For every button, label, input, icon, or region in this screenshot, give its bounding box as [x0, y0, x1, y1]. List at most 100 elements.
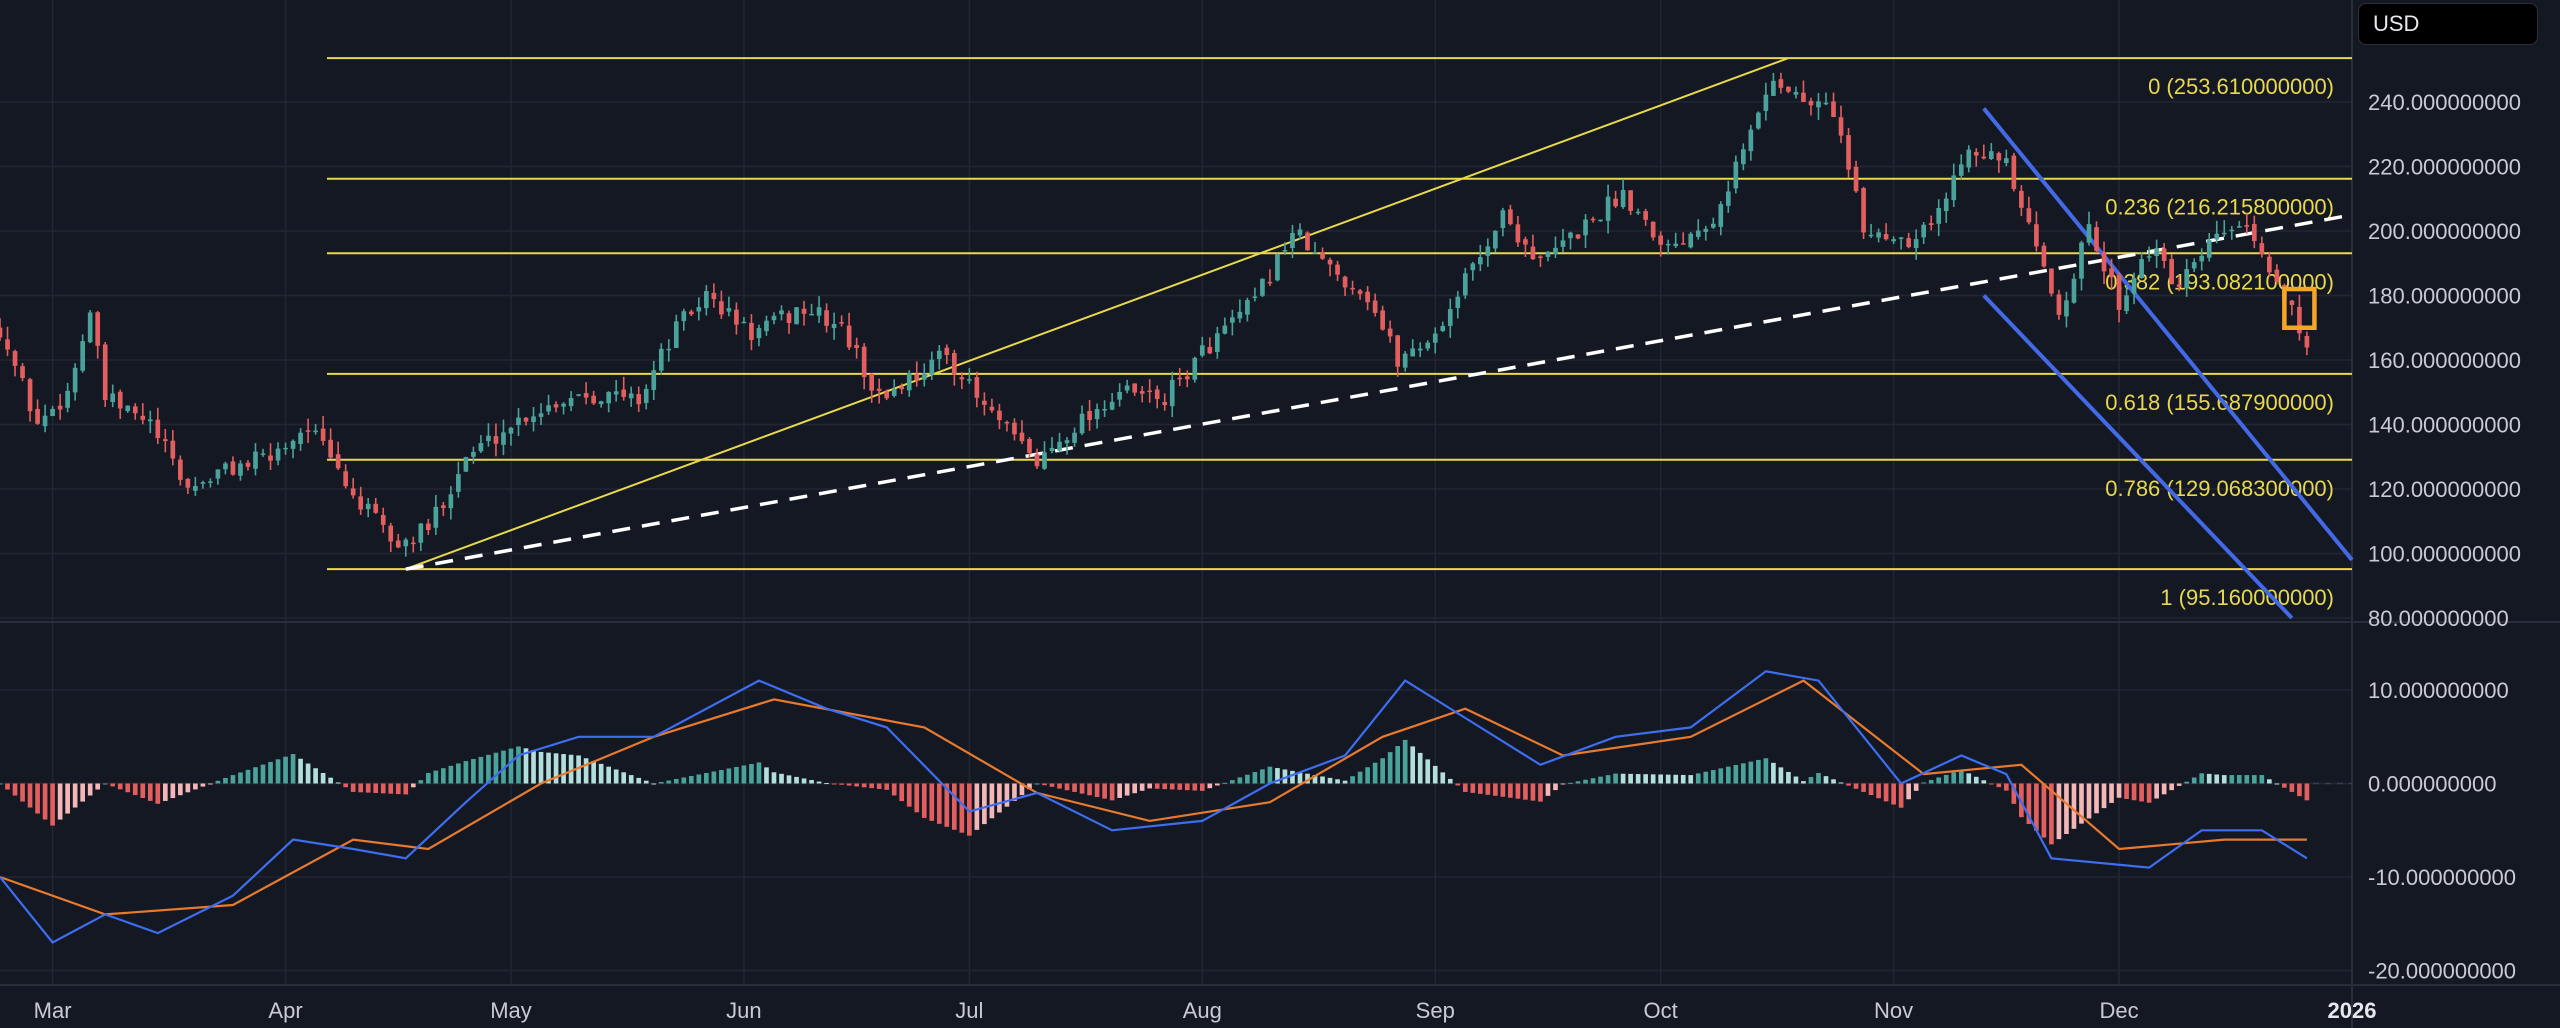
histogram-bar	[538, 751, 544, 784]
price-axis[interactable]: 80.000000000 100.000000000 120.000000000 14…	[2368, 90, 2521, 631]
candle-body	[441, 505, 446, 508]
candle-body	[2154, 248, 2159, 257]
candle-body	[1553, 247, 1558, 254]
histogram-bar	[1207, 783, 1213, 789]
histogram-bar	[936, 783, 942, 824]
candle-body	[1861, 188, 1866, 233]
histogram-bar	[1139, 783, 1145, 791]
histogram-bar	[914, 783, 920, 813]
candle-body	[2214, 233, 2220, 240]
candle-body	[2169, 259, 2174, 285]
candle-body	[1380, 310, 1385, 330]
time-tick-label: Jun	[726, 998, 761, 1023]
histogram-bar	[1891, 783, 1896, 805]
histogram-bar	[1786, 771, 1791, 784]
histogram-bar	[1515, 783, 1521, 799]
histogram-bar	[238, 772, 243, 784]
histogram-bar	[1462, 783, 1468, 792]
histogram-bar	[1290, 770, 1295, 784]
histogram-bar	[1447, 778, 1453, 784]
candle-body	[1560, 240, 1566, 247]
histogram-bar	[688, 775, 694, 784]
histogram-bar	[2259, 775, 2265, 784]
candle-body	[786, 313, 792, 324]
time-tick-label: Nov	[1874, 998, 1913, 1023]
candle-body	[726, 308, 732, 312]
histogram-bar	[2229, 775, 2235, 784]
candle-body	[1327, 259, 1333, 265]
histogram-bar	[2267, 779, 2272, 784]
fib-label-0.618: 0.618 (155.687900000)	[2105, 390, 2334, 415]
candle-body	[87, 312, 93, 343]
histogram-bar	[380, 783, 386, 794]
candle-body	[1087, 411, 1092, 420]
histogram-bar	[1853, 783, 1859, 789]
histogram-bar	[1087, 783, 1092, 796]
candle-body	[328, 439, 333, 458]
time-axis[interactable]: Mar Apr May Jun Jul Aug Sep Oct Nov Dec 2026	[34, 998, 2377, 1023]
candle-body	[2011, 155, 2017, 190]
histogram-bar	[5, 783, 10, 790]
histogram-bar	[2161, 783, 2167, 795]
histogram-bar	[1793, 776, 1799, 784]
histogram-bar	[1553, 783, 1558, 791]
candle-body	[831, 323, 837, 329]
macd-axis[interactable]: 10.000000000 0.000000000 -10.000000000 -20.…	[2368, 678, 2516, 984]
candle-body	[2274, 269, 2280, 282]
macd-histogram	[0, 739, 2352, 845]
histogram-bar	[1102, 783, 1107, 799]
histogram-bar	[2086, 783, 2092, 819]
histogram-bar	[704, 772, 709, 784]
candle-body	[2049, 268, 2054, 294]
candle-body	[546, 405, 551, 412]
histogram-bar	[298, 758, 303, 784]
candle-body	[899, 386, 905, 390]
candle-body	[373, 503, 379, 513]
candle-body	[846, 325, 852, 348]
candle-body	[508, 427, 514, 434]
candle-body	[1658, 235, 1664, 245]
histogram-bar	[1725, 766, 1731, 784]
histogram-bar	[320, 772, 326, 784]
histogram-bar	[343, 783, 348, 788]
candle-body	[2244, 225, 2250, 227]
histogram-bar	[313, 768, 318, 784]
candle-body	[749, 322, 754, 340]
candle-body	[568, 397, 574, 407]
histogram-bar	[576, 755, 581, 784]
candle-body	[1590, 218, 1596, 221]
histogram-bar	[1267, 766, 1273, 784]
candle-body	[1493, 230, 1498, 249]
candle-body	[711, 292, 717, 300]
histogram-bar	[132, 783, 138, 796]
histogram-bar	[508, 748, 514, 784]
descending-channel[interactable]	[1982, 107, 2354, 620]
candle-body	[816, 307, 822, 316]
histogram-bar	[2297, 783, 2302, 797]
histogram-bar	[906, 783, 912, 807]
currency-selector[interactable]: USD	[2358, 3, 2538, 45]
histogram-bar	[1996, 783, 2002, 788]
candle-body	[1199, 345, 1205, 356]
histogram-bar	[1710, 770, 1716, 784]
histogram-bar	[1778, 767, 1784, 784]
histogram-bar	[2079, 783, 2084, 824]
candle-body	[1665, 243, 1671, 246]
histogram-bar	[839, 783, 844, 785]
histogram-bar	[2199, 773, 2205, 784]
histogram-bar	[516, 746, 521, 784]
candle-body	[1793, 91, 1799, 95]
orange-highlight-square[interactable]	[2282, 286, 2317, 330]
histogram-bar	[365, 783, 371, 793]
highlight-box[interactable]	[2282, 286, 2317, 330]
price-tick-label: 240.000000000	[2368, 90, 2521, 115]
histogram-bar	[726, 768, 732, 784]
candle-body	[1943, 198, 1949, 212]
candle-body	[1440, 325, 1446, 332]
candle-body	[1395, 335, 1401, 367]
candle-body	[2101, 252, 2107, 272]
candle-body	[2109, 268, 2114, 278]
candle-body	[110, 393, 116, 402]
histogram-bar	[2101, 783, 2107, 809]
